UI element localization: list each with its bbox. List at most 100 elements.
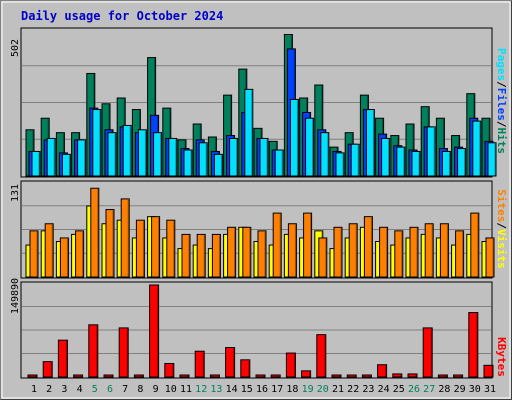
bar-kbytes-day-1: [27, 374, 38, 378]
bar-sites-day-2: [44, 223, 54, 278]
day-labels: 1 2 3 4 5 6 7 8 9 10 11 12 13 14 15 16 17 18 19 20 21 22 23 24 2…: [31, 384, 496, 395]
bar-pages-day-18: [289, 98, 299, 177]
legend-entry: /: [495, 81, 508, 88]
day-label: 23: [362, 384, 374, 395]
bar-pages-day-7: [122, 124, 132, 177]
bar-sites-day-27: [424, 223, 434, 278]
day-label: 10: [165, 384, 177, 395]
bar-kbytes-day-19: [301, 370, 312, 378]
bar-sites-day-13: [211, 233, 221, 278]
bar-sites-day-17: [272, 212, 282, 278]
bar-kbytes-day-7: [118, 327, 129, 378]
bar-sites-day-12: [196, 233, 206, 278]
bar-pages-day-3: [61, 153, 71, 177]
bar-pages-day-1: [31, 150, 41, 177]
day-label: 29: [454, 384, 466, 395]
bar-kbytes-day-20: [316, 334, 327, 378]
day-label: 22: [347, 384, 359, 395]
bar-kbytes-day-15: [240, 359, 251, 378]
bar-sites-day-26: [409, 226, 419, 278]
bar-sites-day-25: [394, 230, 404, 278]
day-label: 3: [61, 384, 67, 395]
bar-sites-day-29: [455, 230, 465, 278]
bar-sites-day-9: [151, 216, 161, 278]
bar-sites-day-16: [257, 230, 267, 278]
bar-kbytes-day-6: [103, 374, 114, 378]
bars: [25, 33, 497, 378]
day-label: 1: [31, 384, 37, 395]
bar-pages-day-4: [77, 139, 87, 177]
bar-kbytes-day-22: [346, 374, 357, 378]
day-label: 14: [226, 384, 238, 395]
bar-sites-day-6: [105, 209, 115, 278]
legend-kbytes: KBytes: [495, 337, 508, 377]
legend-entry: Pages: [495, 48, 508, 81]
bar-kbytes-day-25: [392, 373, 403, 378]
legend-hits-files-pages: Pages/Files/Hits: [495, 48, 508, 154]
day-label: 16: [256, 384, 268, 395]
bar-kbytes-day-21: [331, 374, 342, 378]
day-label: 18: [286, 384, 298, 395]
bar-pages-day-28: [441, 150, 451, 177]
legend-visits-sites: Sites/Visits: [495, 189, 508, 269]
bar-kbytes-day-23: [361, 374, 372, 378]
bar-sites-day-20: [318, 237, 328, 278]
bar-pages-day-26: [411, 150, 421, 177]
day-label: 31: [484, 384, 496, 395]
bar-sites-day-22: [348, 223, 358, 278]
bar-pages-day-9: [153, 132, 163, 177]
chart-title: Daily usage for October 2024: [21, 9, 223, 23]
day-label: 27: [423, 384, 435, 395]
ymax-label-hits: 502: [10, 39, 21, 57]
bar-pages-day-27: [426, 126, 436, 177]
bar-pages-day-30: [472, 120, 482, 177]
day-label: 5: [92, 384, 98, 395]
legend-entry: Visits: [495, 229, 508, 269]
bar-sites-day-5: [90, 187, 100, 278]
bar-sites-day-23: [363, 216, 373, 278]
bar-pages-day-21: [335, 152, 345, 177]
bar-kbytes-day-9: [149, 284, 160, 378]
bar-pages-day-8: [137, 129, 147, 177]
ymax-label-visits: 131: [10, 184, 21, 202]
bar-sites-day-4: [75, 230, 85, 278]
bar-pages-day-2: [46, 137, 56, 177]
day-label: 7: [122, 384, 128, 395]
bar-kbytes-day-18: [285, 352, 296, 378]
bar-kbytes-day-30: [468, 312, 479, 378]
bar-kbytes-day-28: [437, 374, 448, 378]
bar-kbytes-day-29: [453, 374, 464, 378]
bar-sites-day-1: [29, 230, 39, 278]
bar-pages-day-10: [168, 137, 178, 177]
day-label: 24: [378, 384, 390, 395]
bar-sites-day-28: [439, 223, 449, 278]
day-label: 26: [408, 384, 420, 395]
bar-pages-day-5: [92, 109, 102, 177]
day-label: 17: [271, 384, 283, 395]
day-label: 4: [77, 384, 83, 395]
legend-entry: KBytes: [495, 337, 508, 377]
bar-kbytes-day-3: [57, 339, 68, 378]
bar-kbytes-day-14: [225, 347, 236, 378]
bar-kbytes-day-24: [377, 364, 388, 378]
bar-pages-day-14: [229, 137, 239, 177]
bar-pages-day-23: [365, 109, 375, 177]
day-label: 21: [332, 384, 344, 395]
legend-entry: Hits: [495, 128, 508, 155]
bar-pages-day-31: [487, 142, 497, 177]
bar-pages-day-19: [305, 117, 315, 177]
legend-entry: /: [495, 222, 508, 229]
bar-kbytes-day-17: [270, 374, 281, 378]
bar-pages-day-6: [107, 132, 117, 177]
bar-pages-day-16: [259, 137, 269, 177]
bar-sites-day-8: [135, 219, 145, 278]
day-label: 12: [195, 384, 207, 395]
bar-sites-day-21: [333, 226, 343, 278]
day-label: 6: [107, 384, 113, 395]
bar-pages-day-22: [350, 143, 360, 177]
bar-sites-day-10: [166, 219, 176, 278]
bar-kbytes-day-13: [209, 374, 220, 378]
bar-sites-day-24: [379, 226, 389, 278]
bar-kbytes-day-27: [422, 327, 433, 378]
